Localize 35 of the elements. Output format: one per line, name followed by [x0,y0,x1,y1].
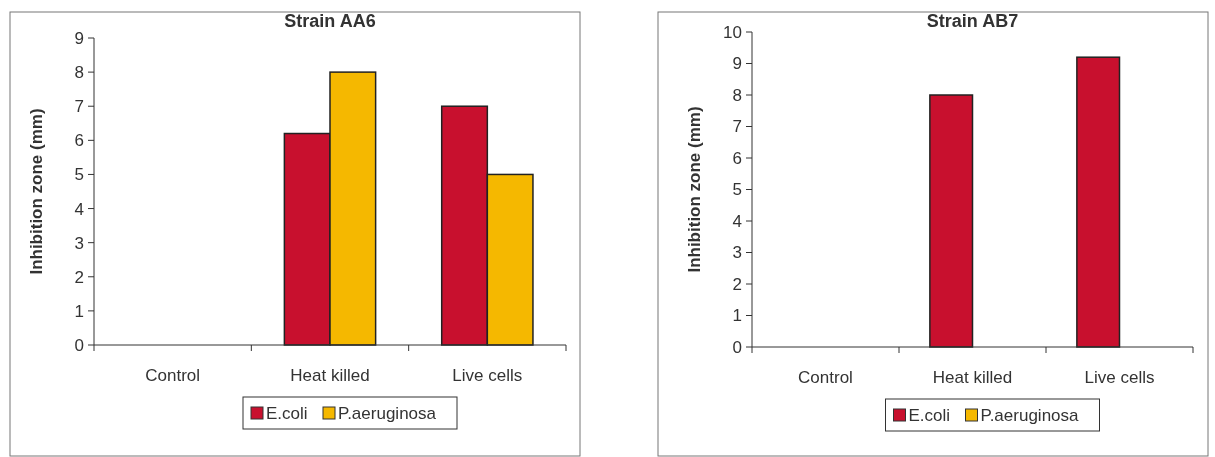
y-tick-label: 6 [74,131,84,151]
legend-label: E.coli [266,403,308,423]
y-tick-label: 1 [74,301,84,321]
chart-title: Strain AB7 [926,11,1019,31]
y-tick-label: 4 [732,211,742,231]
x-tick-label: Control [145,366,201,385]
y-tick-label: 8 [732,85,742,105]
chart-title: Strain AA6 [284,11,376,31]
y-tick-label: 6 [732,148,742,168]
y-tick-label: 2 [732,274,742,294]
y-tick-label: 8 [74,63,84,83]
y-axis-title: Inhibition zone (mm) [685,106,704,273]
y-tick-label: 0 [732,337,742,357]
y-tick-label: 3 [732,243,742,263]
y-tick-label: 1 [732,306,742,326]
y-tick-label: 5 [74,165,84,185]
x-tick-label: Heat killed [290,366,370,385]
y-tick-label: 7 [732,117,742,137]
y-tick-label: 7 [74,97,84,117]
y-tick-label: 10 [723,22,742,42]
x-tick-label: Heat killed [932,368,1013,387]
y-tick-label: 4 [74,199,84,219]
y-tick-label: 0 [74,335,84,355]
y-tick-label: 5 [732,180,742,200]
legend-label: E.coli [908,405,951,425]
x-tick-label: Control [798,368,853,387]
y-tick-label: 9 [74,28,84,48]
legend-label: P.aeruginosa [338,403,437,423]
legend-label: P.aeruginosa [980,405,1080,425]
y-tick-label: 3 [74,233,84,253]
x-tick-label: Live cells [452,366,523,385]
x-tick-label: Live cells [1084,368,1155,387]
y-axis-title: Inhibition zone (mm) [27,108,46,275]
y-tick-label: 9 [732,54,742,74]
y-tick-label: 2 [74,267,84,287]
